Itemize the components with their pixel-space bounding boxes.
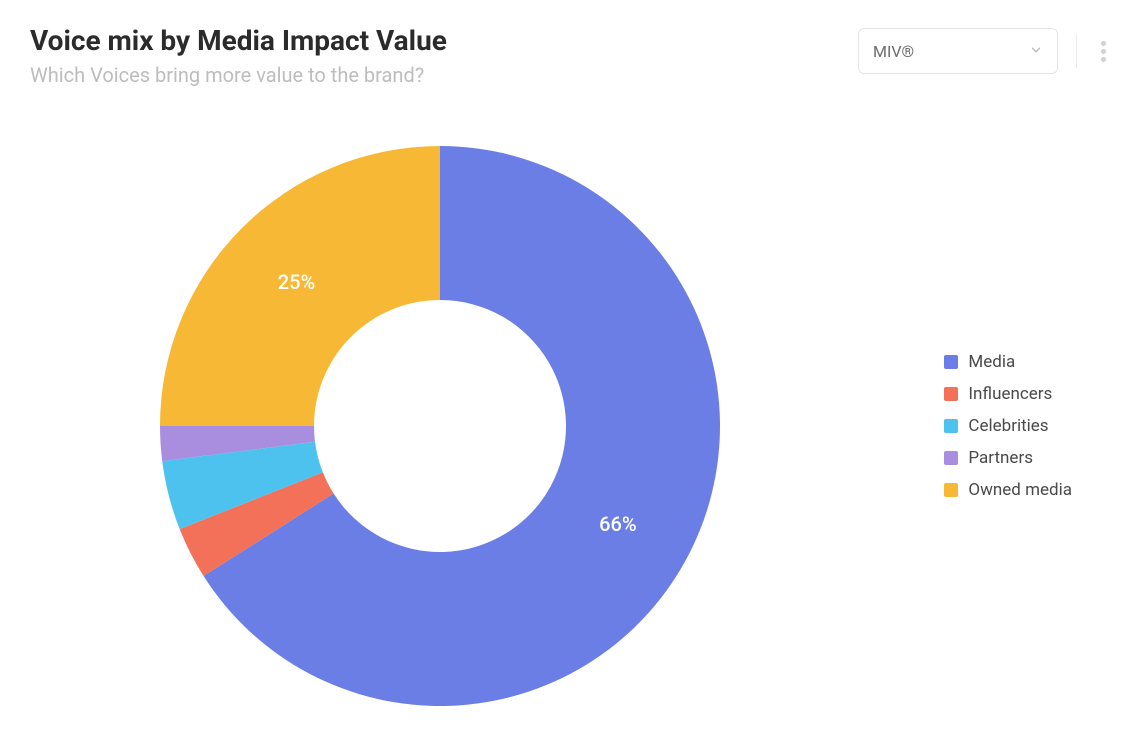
divider — [1076, 34, 1077, 68]
chart-legend: Media Influencers Celebrities Partners Owned… — [944, 352, 1072, 500]
title-block: Voice mix by Media Impact Value Which Vo… — [30, 24, 447, 87]
dot-icon — [1101, 49, 1106, 54]
voice-mix-card: Voice mix by Media Impact Value Which Vo… — [0, 0, 1142, 742]
legend-swatch — [944, 419, 958, 433]
legend-label: Media — [968, 352, 1015, 372]
donut-chart: 66%25% — [160, 146, 720, 706]
legend-label: Celebrities — [968, 416, 1048, 436]
chevron-down-icon — [1029, 42, 1043, 61]
card-header: Voice mix by Media Impact Value Which Vo… — [30, 24, 1112, 87]
metric-dropdown[interactable]: MIV® — [858, 28, 1058, 74]
legend-swatch — [944, 355, 958, 369]
legend-item-owned[interactable]: Owned media — [944, 480, 1072, 500]
legend-label: Owned media — [968, 480, 1072, 500]
legend-item-influencers[interactable]: Influencers — [944, 384, 1072, 404]
card-subtitle: Which Voices bring more value to the bra… — [30, 63, 447, 87]
legend-swatch — [944, 387, 958, 401]
legend-label: Influencers — [968, 384, 1052, 404]
donut-slice-owned[interactable] — [160, 146, 440, 426]
legend-item-media[interactable]: Media — [944, 352, 1072, 372]
more-options-button[interactable] — [1095, 35, 1112, 68]
dot-icon — [1101, 57, 1106, 62]
legend-swatch — [944, 483, 958, 497]
legend-label: Partners — [968, 448, 1033, 468]
card-title: Voice mix by Media Impact Value — [30, 24, 447, 57]
dot-icon — [1101, 41, 1106, 46]
legend-swatch — [944, 451, 958, 465]
header-controls: MIV® — [858, 28, 1112, 74]
legend-item-partners[interactable]: Partners — [944, 448, 1072, 468]
chart-area: 66%25% Media Influencers Celebrities Partne… — [30, 130, 1112, 722]
legend-item-celebrities[interactable]: Celebrities — [944, 416, 1072, 436]
metric-dropdown-label: MIV® — [873, 42, 914, 61]
